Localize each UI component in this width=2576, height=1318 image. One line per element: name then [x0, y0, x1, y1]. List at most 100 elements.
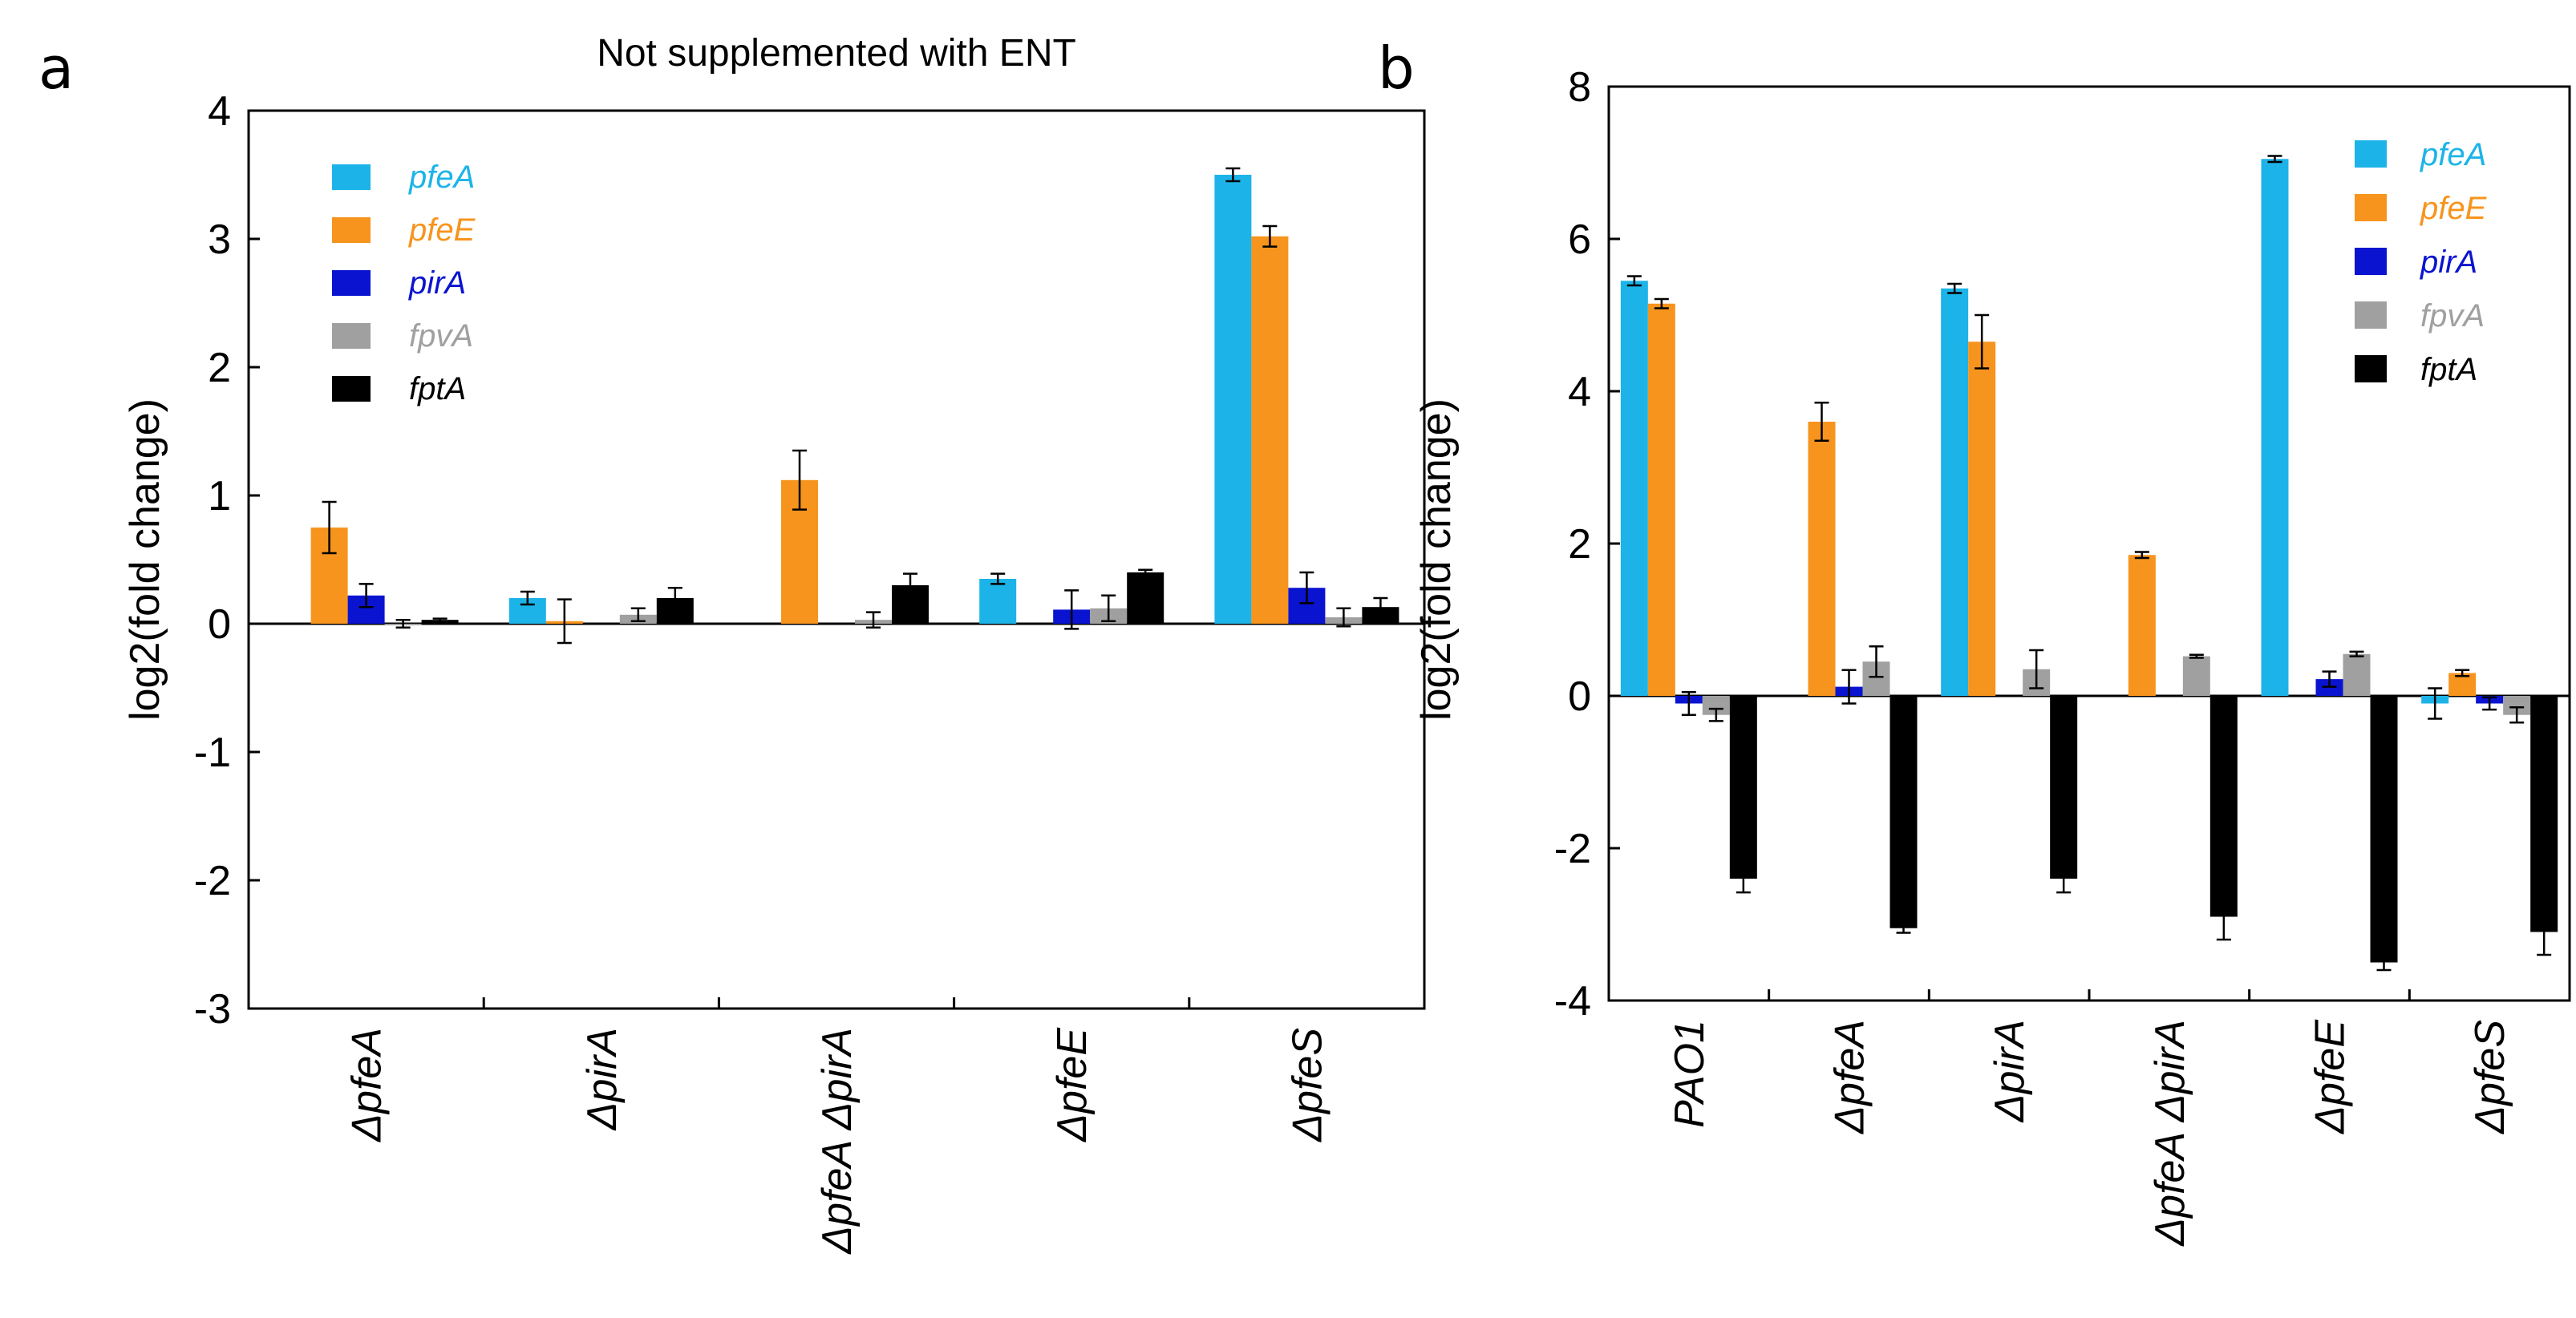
b-y-tick-label: -4: [1554, 978, 1591, 1025]
b-legend-swatch-pfeA: [2355, 140, 2387, 168]
b-bar-delta-pira-pfeE: [1968, 342, 1996, 696]
a-y-tick-label: 3: [208, 216, 231, 263]
b-bar-delta-pira-pfeA: [1941, 288, 1969, 696]
a-category-label: ΔpfeA ΔpirA: [814, 1028, 861, 1255]
a-bar-delta-pfee-fptA-error-bar: [1138, 568, 1153, 576]
b-legend-swatch-pirA: [2355, 248, 2387, 275]
panel-a-category-labels: ΔpfeA ΔpirA ΔpfeA ΔpirA ΔpfeE ΔpfeS: [344, 1027, 1331, 1255]
panel-a-y-ticks: -3 -2 -1 0 1 2 3 4: [194, 88, 260, 1033]
a-bar-delta-pfee-pirA-error-bar: [1064, 589, 1079, 630]
a-bar-delta-pfee-fpvA-error-bar: [1101, 594, 1116, 623]
b-legend-swatch-fptA: [2355, 355, 2387, 382]
b-bar-delta-pira-fptA: [2050, 696, 2078, 879]
a-category-label: ΔpfeE: [1049, 1027, 1096, 1143]
a-bar-delta-pfes-pfeE: [1251, 236, 1289, 624]
panel-a-bars: [285, 167, 1399, 645]
a-legend-swatch-fpvA: [332, 323, 371, 349]
panel-a-plot-frame: [247, 109, 1426, 1010]
b-bar-delta-pira-pfeA-error-bar: [1947, 282, 1962, 294]
panel-b-y-ticks: -4 -2 0 2 4 6 8: [1554, 64, 1620, 1025]
panel-a: a Not supplemented with ENT log2(fold ch…: [38, 32, 1426, 1255]
a-bar-delta-pfes-pirA-error-bar: [1299, 571, 1314, 604]
b-bar-pao1-fptA: [1729, 696, 1757, 879]
b-bar-delta-pfes-fptA-error-bar: [2537, 908, 2552, 956]
panel-a-title: Not supplemented with ENT: [597, 32, 1076, 75]
b-bar-delta-pfea-delta-pira-fptA: [2209, 696, 2238, 917]
a-bar-delta-pfea-pfeE-error-bar: [322, 500, 337, 555]
a-legend-swatch-pirA: [332, 270, 371, 296]
panel-b-legend: pfeA pfeE pirA fpvA fptA: [2355, 137, 2488, 387]
b-bar-delta-pfea-pirA-error-bar: [1841, 669, 1857, 705]
a-legend-label-pirA: pirA: [408, 265, 466, 301]
a-legend-label-fpvA: fpvA: [409, 318, 473, 354]
a-bar-delta-pira-pfeA-error-bar: [520, 590, 535, 606]
a-bar-delta-pfes-pfeA: [1214, 175, 1252, 624]
a-y-tick-label: 0: [208, 601, 231, 648]
panel-a-x-ticks: [482, 997, 1191, 1009]
a-legend-swatch-pfeE: [332, 217, 371, 243]
a-bar-delta-pira-pfeE-error-bar: [557, 598, 572, 645]
a-y-tick-label: 1: [208, 473, 231, 520]
a-bar-delta-pira-fptA-error-bar: [667, 586, 682, 610]
a-bar-delta-pira-fpvA-error-bar: [630, 607, 646, 623]
b-y-tick-label: 6: [1568, 216, 1591, 263]
b-bar-delta-pfes-pirA-error-bar: [2482, 696, 2497, 711]
b-bar-delta-pfee-fptA: [2370, 696, 2398, 963]
b-bar-delta-pfes-fpvA: [2503, 696, 2531, 715]
b-bar-pao1-pfeE-error-bar: [1654, 297, 1669, 309]
b-y-tick-label: 8: [1568, 64, 1591, 111]
b-bar-delta-pfes-fpvA-error-bar: [2509, 706, 2525, 724]
b-category-label: ΔpfeS: [2467, 1020, 2513, 1135]
a-y-tick-label: -1: [194, 730, 231, 776]
b-bar-delta-pfea-fptA: [1889, 696, 1918, 928]
b-bar-delta-pfea-delta-pira-pfeE-error-bar: [2134, 551, 2149, 560]
b-bar-delta-pira-pfeE-error-bar: [1975, 313, 1990, 370]
b-legend-label-pfeA: pfeA: [2420, 137, 2486, 172]
b-legend-swatch-pfeE: [2355, 194, 2387, 221]
b-legend-label-pirA: pirA: [2420, 245, 2477, 280]
a-legend-label-pfeE: pfeE: [408, 212, 476, 248]
a-bar-delta-pfea-pirA-error-bar: [358, 583, 374, 608]
a-category-label: ΔpfeS: [1284, 1028, 1331, 1143]
panel-b-y-axis-label: log2(fold change): [1413, 398, 1460, 721]
b-category-label: ΔpfeA: [1827, 1020, 1873, 1135]
b-bar-delta-pfee-pfeA: [2261, 159, 2289, 696]
a-bar-delta-pfee-pfeA-error-bar: [990, 572, 1006, 585]
b-y-tick-label: -2: [1554, 826, 1591, 872]
panel-a-letter: a: [38, 34, 74, 102]
b-bar-pao1-fpvA-error-bar: [1708, 707, 1723, 722]
a-bar-delta-pfea-fpvA-error-bar: [395, 618, 411, 629]
panel-b-x-ticks: [1768, 989, 2411, 1001]
panel-b: b log2(fold change) -4 -2 0 2 4 6 8 PAO1 ΔpfeA Δ…: [1378, 34, 2571, 1247]
b-legend-label-fpvA: fpvA: [2420, 298, 2485, 334]
b-bar-delta-pfea-pfeE: [1808, 422, 1836, 696]
panel-b-bars: [1620, 155, 2558, 972]
b-bar-delta-pfee-pfeA-error-bar: [2267, 155, 2282, 164]
a-legend-label-pfeA: pfeA: [408, 160, 475, 195]
panel-a-legend: pfeA pfeE pirA fpvA fptA: [332, 160, 476, 406]
a-bar-delta-pfes-fptA-error-bar: [1373, 596, 1388, 617]
b-bar-pao1-fptA-error-bar: [1736, 863, 1751, 894]
a-category-label: ΔpfeA: [344, 1028, 391, 1143]
a-legend-label-fptA: fptA: [409, 371, 466, 406]
a-bar-delta-pfea-delta-pira-fptA-error-bar: [903, 572, 917, 598]
b-category-label: ΔpirA: [1987, 1020, 2033, 1123]
b-bar-delta-pira-fpvA-error-bar: [2029, 649, 2044, 689]
a-y-tick-label: -3: [194, 986, 231, 1033]
b-bar-pao1-pfeE: [1647, 303, 1675, 696]
b-category-label: ΔpfeA ΔpirA: [2147, 1020, 2193, 1247]
a-y-tick-label: 4: [208, 88, 231, 135]
b-bar-pao1-fpvA: [1702, 696, 1730, 715]
b-bar-delta-pfea-delta-pira-fpvA: [2182, 656, 2210, 696]
b-category-label: ΔpfeE: [2307, 1019, 2354, 1135]
a-y-tick-label: -2: [194, 858, 231, 904]
b-y-tick-label: 0: [1568, 673, 1591, 720]
b-bar-delta-pfes-pfeA-error-bar: [2428, 687, 2443, 720]
a-bar-delta-pfes-fpvA-error-bar: [1336, 607, 1351, 628]
b-bar-delta-pfea-delta-pira-pfeE: [2128, 555, 2156, 696]
a-bar-delta-pfes-pfeA-error-bar: [1225, 167, 1241, 183]
a-bar-delta-pfea-delta-pira-fpvA-error-bar: [866, 611, 881, 629]
b-y-tick-label: 2: [1568, 521, 1591, 568]
b-bar-delta-pfee-fpvA-error-bar: [2349, 650, 2364, 657]
a-category-label: ΔpirA: [579, 1028, 626, 1131]
